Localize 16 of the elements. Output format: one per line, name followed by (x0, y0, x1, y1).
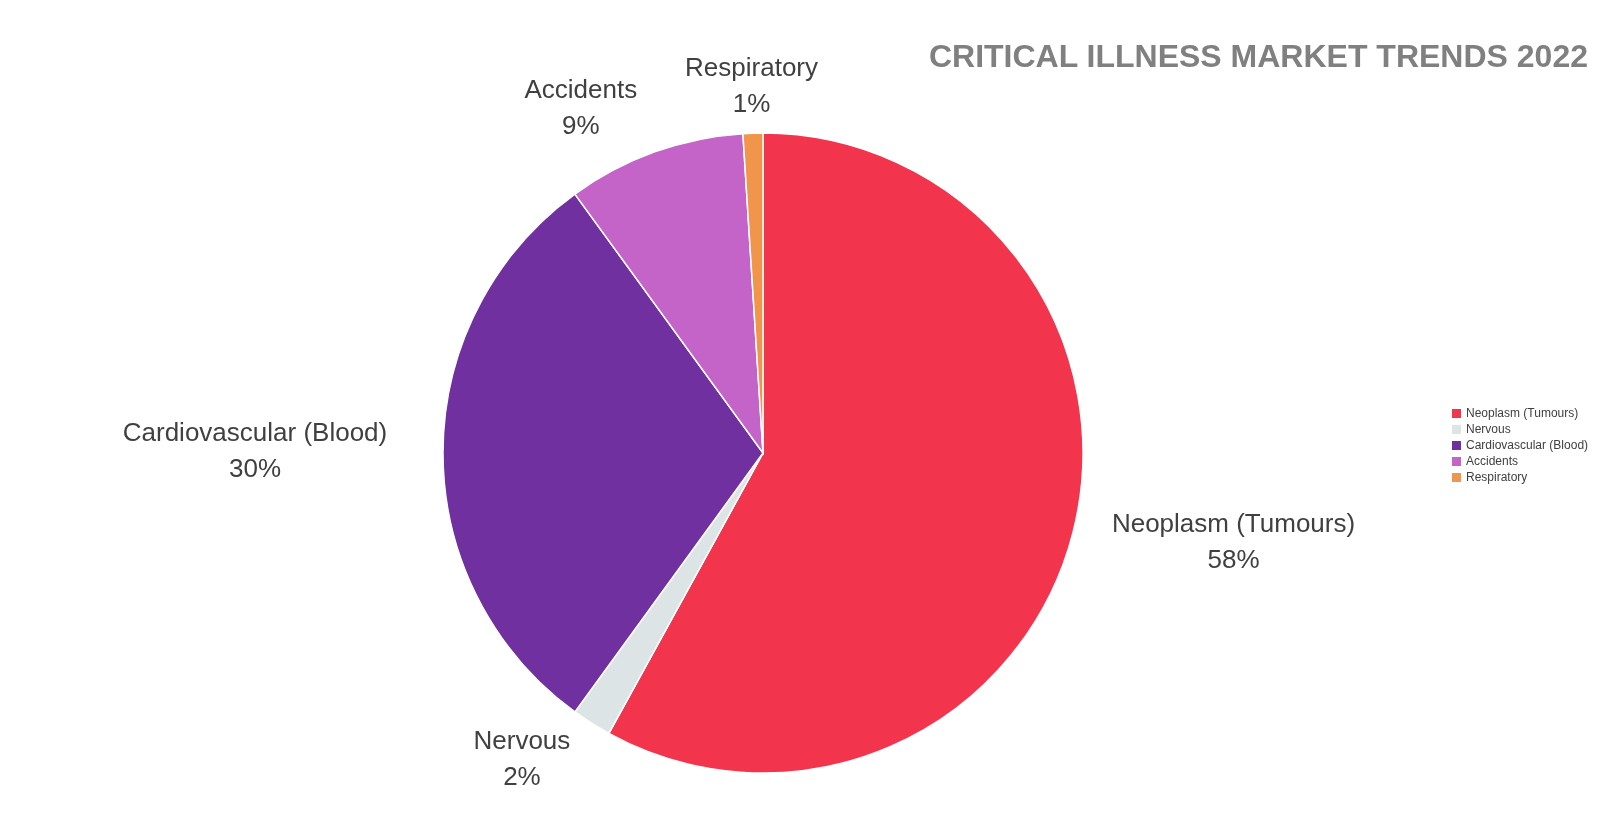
legend-label: Nervous (1466, 422, 1511, 436)
legend-label: Respiratory (1466, 470, 1528, 484)
data-label: 58% (1207, 543, 1260, 574)
slice-label: Accidents (524, 73, 638, 104)
legend-label: Neoplasm (Tumours) (1466, 406, 1579, 420)
data-label: 1% (732, 88, 771, 119)
slice-label: Nervous (473, 725, 571, 756)
slice-label: Neoplasm (Tumours) (1111, 507, 1356, 538)
legend-label: Cardiovascular (Blood) (1466, 438, 1589, 452)
data-label: 30% (228, 453, 282, 483)
slice-label: Respiratory (685, 52, 818, 83)
data-label: 9% (562, 109, 600, 140)
slice-label: Cardiovascular (Blood) (122, 417, 388, 447)
chart-title: CRITICAL ILLNESS MARKET TRENDS 2022 (928, 38, 1588, 75)
data-label: 2% (503, 761, 541, 792)
legend-label: Accidents (1466, 454, 1519, 468)
